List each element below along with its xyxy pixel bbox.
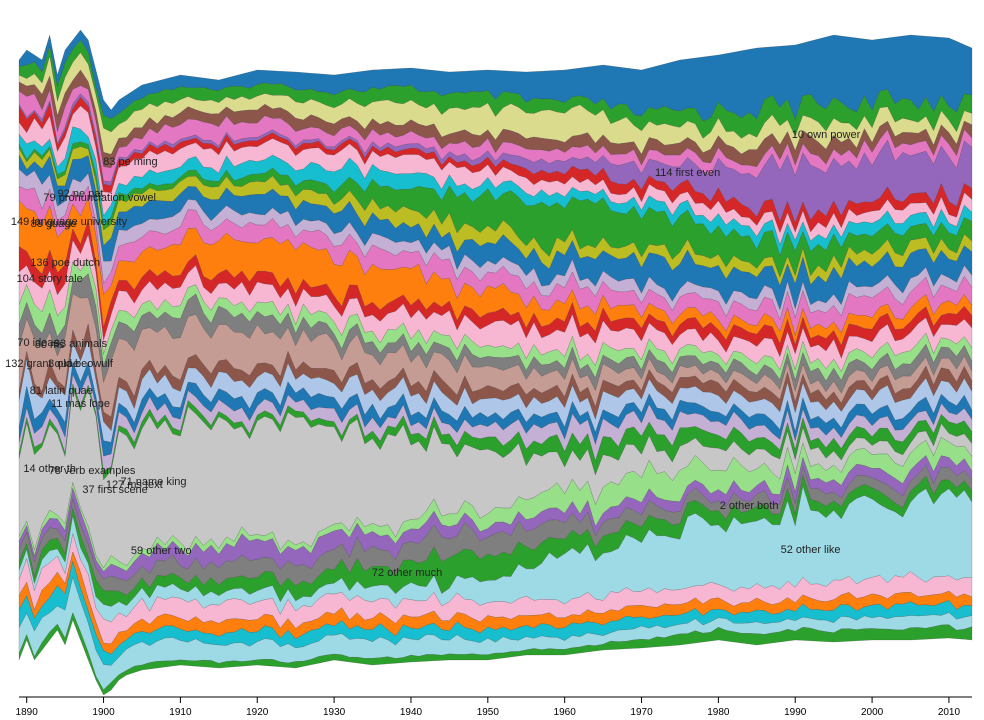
topic-label: 132 grant quae [5, 358, 79, 370]
topic-label: 59 other two [131, 545, 192, 557]
x-tick-label: 1970 [630, 707, 653, 718]
topic-label: 83 pe ming [103, 156, 157, 168]
x-tick-label: 1960 [554, 707, 577, 718]
x-tick-label: 1890 [16, 707, 39, 718]
topic-label: 37 first scene [82, 484, 147, 496]
x-tick-label: 1990 [784, 707, 807, 718]
x-tick-label: 2000 [861, 707, 884, 718]
topic-label: 104 story tale [17, 273, 83, 285]
topic-label: 88 guage [31, 218, 77, 230]
topic-label: 92 ne pat [58, 188, 104, 200]
stream-layer-bottom-green [18, 612, 973, 696]
x-tick-label: 1940 [400, 707, 423, 718]
x-tick-label: 1930 [323, 707, 346, 718]
topic-label: 79 pronunciation vowel [43, 192, 156, 204]
stream-layers [18, 29, 973, 696]
topic-label: 80 ms [35, 339, 65, 351]
topic-label: 149 language university [11, 216, 128, 228]
x-tick-label: 2010 [938, 707, 961, 718]
x-tick-label: 1980 [707, 707, 730, 718]
x-tick-label: 1950 [477, 707, 500, 718]
topic-label: 93 animals [54, 338, 108, 350]
topic-label: 14 other th [23, 463, 76, 475]
topic-label: 11 mas lope [51, 398, 110, 410]
topic-label: 114 first even [655, 167, 720, 179]
topic-label: 72 other much [372, 567, 442, 579]
topic-label: 2 other both [720, 500, 779, 512]
topic-label: 10 own power [792, 129, 861, 141]
topic-label: 70 ideas [17, 337, 59, 349]
topic-label: 52 other like [781, 544, 841, 556]
topic-label: 78 verb examples [49, 465, 136, 477]
topic-label: 136 poe dutch [30, 257, 100, 269]
topic-label: 127 ms text [106, 479, 163, 491]
topic-labels: 10 own power 114 first even 83 pe ming 92 n… [5, 129, 860, 579]
topic-label: 3 old beowulf [48, 358, 114, 370]
x-axis: 1890 1900 1910 1920 1930 1940 1950 1960 1970 1980… [16, 696, 972, 718]
x-tick-label: 1900 [92, 707, 115, 718]
topic-label: 71 name king [120, 476, 186, 488]
x-tick-label: 1920 [246, 707, 269, 718]
x-tick-label: 1910 [169, 707, 192, 718]
topic-label: 81 latin quae [30, 385, 93, 397]
